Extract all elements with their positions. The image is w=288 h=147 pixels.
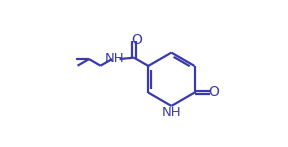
Text: NH: NH — [162, 106, 182, 118]
Text: O: O — [208, 85, 219, 99]
Text: NH: NH — [105, 52, 125, 65]
Text: O: O — [132, 33, 143, 47]
